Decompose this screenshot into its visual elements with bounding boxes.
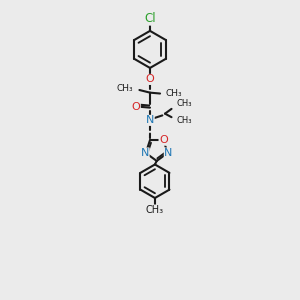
Text: N: N xyxy=(141,148,149,158)
Text: CH₃: CH₃ xyxy=(146,205,164,215)
Text: CH₃: CH₃ xyxy=(166,89,182,98)
Text: O: O xyxy=(159,135,168,145)
Text: N: N xyxy=(164,148,173,158)
Text: N: N xyxy=(146,116,154,125)
Text: Cl: Cl xyxy=(144,12,156,25)
Text: O: O xyxy=(131,102,140,112)
Text: O: O xyxy=(146,74,154,84)
Text: CH₃: CH₃ xyxy=(117,84,133,93)
Text: CH₃: CH₃ xyxy=(176,99,192,108)
Text: CH₃: CH₃ xyxy=(176,116,192,125)
